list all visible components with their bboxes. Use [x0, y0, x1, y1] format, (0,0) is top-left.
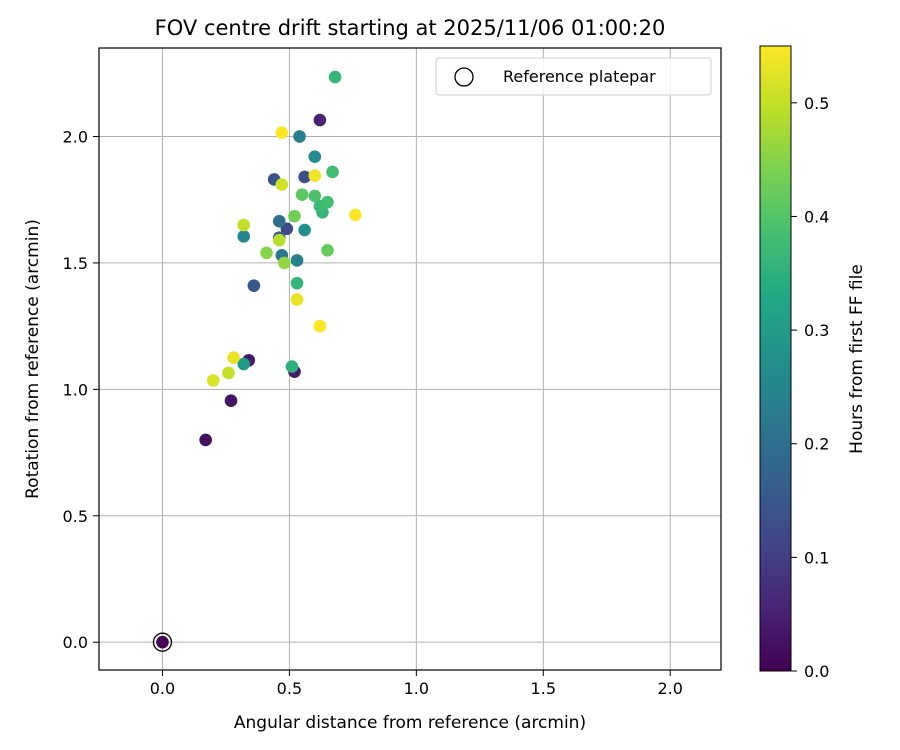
data-point: [288, 209, 301, 223]
x-tick-label: 1.0: [404, 679, 429, 698]
data-point: [313, 319, 327, 333]
colorbar-tick-label: 0.4: [804, 207, 829, 226]
data-point: [260, 246, 273, 260]
data-points: [152, 70, 362, 652]
data-point: [308, 189, 322, 203]
y-tick-label: 1.5: [63, 254, 88, 273]
y-tick-label: 2.0: [63, 127, 88, 146]
colorbar-gradient: [759, 45, 792, 672]
data-point: [328, 70, 342, 84]
data-point: [224, 394, 238, 408]
y-axis-ticks: 0.0 0.5 1.0 1.5 2.0: [63, 127, 99, 652]
y-tick-label: 0.0: [63, 633, 88, 652]
data-point: [293, 130, 306, 143]
colorbar: 0.0 0.1 0.2 0.3 0.4 0.5 Hours from first FF f…: [759, 45, 867, 681]
legend: Reference platepar: [435, 57, 712, 96]
y-tick-label: 0.5: [63, 507, 88, 526]
reference-platepar-marker: [152, 632, 173, 652]
data-point: [298, 223, 311, 237]
x-tick-label: 2.0: [657, 679, 682, 698]
data-point: [156, 635, 169, 649]
data-point: [237, 357, 251, 371]
plot-area-frame: [98, 47, 722, 671]
chart-title: FOV centre drift starting at 2025/11/06 …: [155, 16, 666, 40]
data-point: [278, 256, 291, 270]
colorbar-tick-label: 0.5: [804, 94, 829, 113]
data-point: [222, 366, 235, 380]
data-point: [321, 195, 334, 209]
data-point: [349, 208, 362, 222]
x-axis-label: Angular distance from reference (arcmin): [234, 713, 586, 733]
x-tick-label: 0.0: [150, 679, 175, 698]
data-point: [237, 230, 251, 243]
colorbar-label: Hours from first FF file: [847, 264, 867, 454]
grid-lines: [99, 48, 721, 670]
data-point: [290, 254, 304, 267]
legend-label: Reference platepar: [503, 67, 656, 86]
legend-marker: [454, 67, 474, 87]
colorbar-tick-label: 0.1: [804, 548, 829, 567]
data-point: [290, 276, 304, 290]
x-tick-label: 0.5: [277, 679, 302, 698]
data-point: [272, 214, 286, 228]
data-point: [321, 243, 334, 257]
data-point: [275, 126, 289, 140]
legend-box: [435, 57, 712, 96]
data-point: [326, 165, 339, 179]
y-tick-label: 1.0: [63, 380, 88, 399]
x-axis-ticks: 0.0 0.5 1.0 1.5 2.0: [150, 670, 683, 698]
data-point: [285, 360, 299, 373]
colorbar-ticks: 0.0 0.1 0.2 0.3 0.4 0.5: [791, 94, 829, 681]
colorbar-tick-label: 0.0: [804, 662, 829, 681]
colorbar-tick-label: 0.2: [804, 435, 829, 454]
colorbar-tick-label: 0.3: [804, 321, 829, 340]
data-point: [247, 279, 261, 292]
data-point: [227, 351, 240, 365]
data-point: [308, 169, 322, 182]
data-point: [308, 150, 322, 164]
y-axis-label: Rotation from reference (arcmin): [23, 219, 43, 499]
data-point: [290, 293, 304, 306]
data-point: [298, 170, 311, 184]
data-point: [237, 218, 251, 232]
data-point: [199, 433, 212, 447]
data-point: [295, 188, 309, 201]
data-point: [272, 233, 286, 247]
data-point: [275, 178, 289, 191]
data-point: [313, 113, 327, 127]
data-point: [206, 374, 220, 387]
x-tick-label: 1.5: [531, 679, 556, 698]
